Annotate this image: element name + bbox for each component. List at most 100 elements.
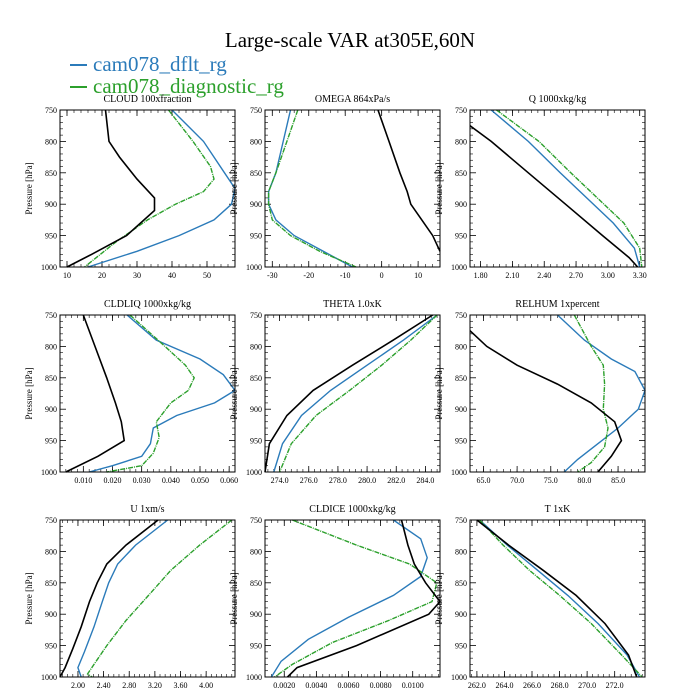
y-tick-label: 850 xyxy=(455,374,467,383)
y-tick-label: 1000 xyxy=(451,673,467,682)
x-tick-label: 50 xyxy=(203,271,211,280)
y-tick-label: 950 xyxy=(45,642,57,651)
y-tick-label: 900 xyxy=(45,610,57,619)
x-tick-label: 282.0 xyxy=(387,476,405,485)
chart-panel: CLOUD 100xfraction Pressure [hPa] 750 800 85… xyxy=(24,94,236,280)
panel-title: T 1xK xyxy=(545,504,571,515)
panel-title: RELHUM 1xpercent xyxy=(515,299,599,310)
panel-title: OMEGA 864xPa/s xyxy=(315,94,390,105)
diagnostic-series-line xyxy=(84,109,215,268)
y-axis-label: Pressure [hPa] xyxy=(434,162,444,214)
plot-frame xyxy=(59,109,236,268)
reference-series-line xyxy=(476,519,638,678)
y-tick-label: 750 xyxy=(250,106,262,115)
y-tick-label: 900 xyxy=(250,200,262,209)
x-tick-label: 0 xyxy=(380,271,384,280)
y-axis-label: Pressure [hPa] xyxy=(24,162,34,214)
y-tick-label: 950 xyxy=(455,437,467,446)
chart-panel: U 1xm/s Pressure [hPa] 750 800 850 900 950 1000… xyxy=(24,504,236,690)
x-tick-label: 0.010 xyxy=(74,476,92,485)
diagnostic-series-line xyxy=(274,519,438,678)
x-tick-label: 10 xyxy=(63,271,71,280)
y-tick-label: 900 xyxy=(455,405,467,414)
y-tick-label: 750 xyxy=(45,311,57,320)
plot-frame xyxy=(469,314,646,473)
dflt-series-line xyxy=(557,314,646,473)
x-tick-label: 0.0040 xyxy=(305,681,327,690)
y-tick-label: 1000 xyxy=(246,673,262,682)
x-tick-label: -30 xyxy=(267,271,278,280)
y-tick-label: 750 xyxy=(250,516,262,525)
y-tick-label: 900 xyxy=(250,610,262,619)
y-tick-label: 750 xyxy=(250,311,262,320)
x-tick-label: 278.0 xyxy=(329,476,347,485)
x-tick-label: 3.60 xyxy=(174,681,188,690)
legend-item-diagnostic: cam078_diagnostic_rg xyxy=(70,75,284,97)
y-tick-label: 1000 xyxy=(41,263,57,272)
plot-frame xyxy=(264,109,441,268)
reference-series-line xyxy=(66,109,156,268)
x-tick-label: 85.0 xyxy=(611,476,625,485)
y-tick-label: 750 xyxy=(455,311,467,320)
reference-series-line xyxy=(286,519,442,678)
y-tick-label: 900 xyxy=(455,610,467,619)
y-tick-label: 900 xyxy=(45,405,57,414)
panel-title: Q 1000xkg/kg xyxy=(529,94,587,105)
legend-label-diagnostic: cam078_diagnostic_rg xyxy=(93,74,284,98)
chart-panel: OMEGA 864xPa/s Pressure [hPa] 750 800 850 900… xyxy=(229,94,441,280)
y-tick-label: 950 xyxy=(250,437,262,446)
x-tick-label: 268.0 xyxy=(551,681,569,690)
y-tick-label: 850 xyxy=(455,169,467,178)
x-tick-label: 3.00 xyxy=(601,271,615,280)
legend-swatch-dflt xyxy=(70,64,87,67)
dflt-series-line xyxy=(267,109,353,268)
x-tick-label: 2.40 xyxy=(97,681,111,690)
y-tick-label: 750 xyxy=(45,106,57,115)
diagnostic-series-line xyxy=(496,109,643,268)
x-tick-label: 2.80 xyxy=(122,681,136,690)
reference-series-line xyxy=(469,125,639,268)
x-tick-label: -20 xyxy=(303,271,314,280)
y-tick-label: 800 xyxy=(455,342,467,351)
panel-title: CLDLIQ 1000xkg/kg xyxy=(104,299,191,310)
y-axis-label: Pressure [hPa] xyxy=(229,572,239,624)
x-tick-label: 30 xyxy=(133,271,141,280)
x-tick-label: 40 xyxy=(168,271,176,280)
y-axis-label: Pressure [hPa] xyxy=(229,162,239,214)
legend-item-dflt: cam078_dflt_rg xyxy=(70,53,227,75)
y-tick-label: 850 xyxy=(45,579,57,588)
figure-title: Large-scale VAR at305E,60N xyxy=(224,28,476,52)
plot-frame xyxy=(264,314,441,473)
x-tick-label: 284.0 xyxy=(416,476,434,485)
y-tick-label: 900 xyxy=(45,200,57,209)
x-tick-label: 0.040 xyxy=(162,476,180,485)
diagnostic-series-line xyxy=(267,109,357,268)
panel-title: CLDICE 1000xkg/kg xyxy=(309,504,395,515)
legend-label-dflt: cam078_dflt_rg xyxy=(93,52,227,76)
y-tick-label: 850 xyxy=(455,579,467,588)
x-tick-label: 2.40 xyxy=(537,271,551,280)
y-axis-label: Pressure [hPa] xyxy=(24,367,34,419)
chart-panel: THETA 1.0xK Pressure [hPa] 750 800 850 900 950… xyxy=(229,299,441,485)
dflt-series-line xyxy=(89,314,237,473)
x-tick-label: 75.0 xyxy=(544,476,558,485)
y-tick-label: 800 xyxy=(45,137,57,146)
y-tick-label: 1000 xyxy=(41,468,57,477)
diagnostic-series-line xyxy=(106,314,196,473)
reference-series-line xyxy=(65,314,126,473)
plot-frame xyxy=(59,314,236,473)
y-tick-label: 750 xyxy=(45,516,57,525)
x-tick-label: 274.0 xyxy=(271,476,289,485)
plot-frame xyxy=(264,519,441,678)
dflt-series-line xyxy=(273,314,438,473)
reference-series-line xyxy=(59,519,159,678)
x-tick-label: 80.0 xyxy=(577,476,591,485)
reference-series-line xyxy=(264,314,434,473)
panel-title: CLOUD 100xfraction xyxy=(103,94,191,105)
y-tick-label: 850 xyxy=(250,374,262,383)
y-tick-label: 850 xyxy=(45,169,57,178)
x-tick-label: 0.0080 xyxy=(370,681,392,690)
y-tick-label: 900 xyxy=(455,200,467,209)
x-tick-label: 2.70 xyxy=(569,271,583,280)
